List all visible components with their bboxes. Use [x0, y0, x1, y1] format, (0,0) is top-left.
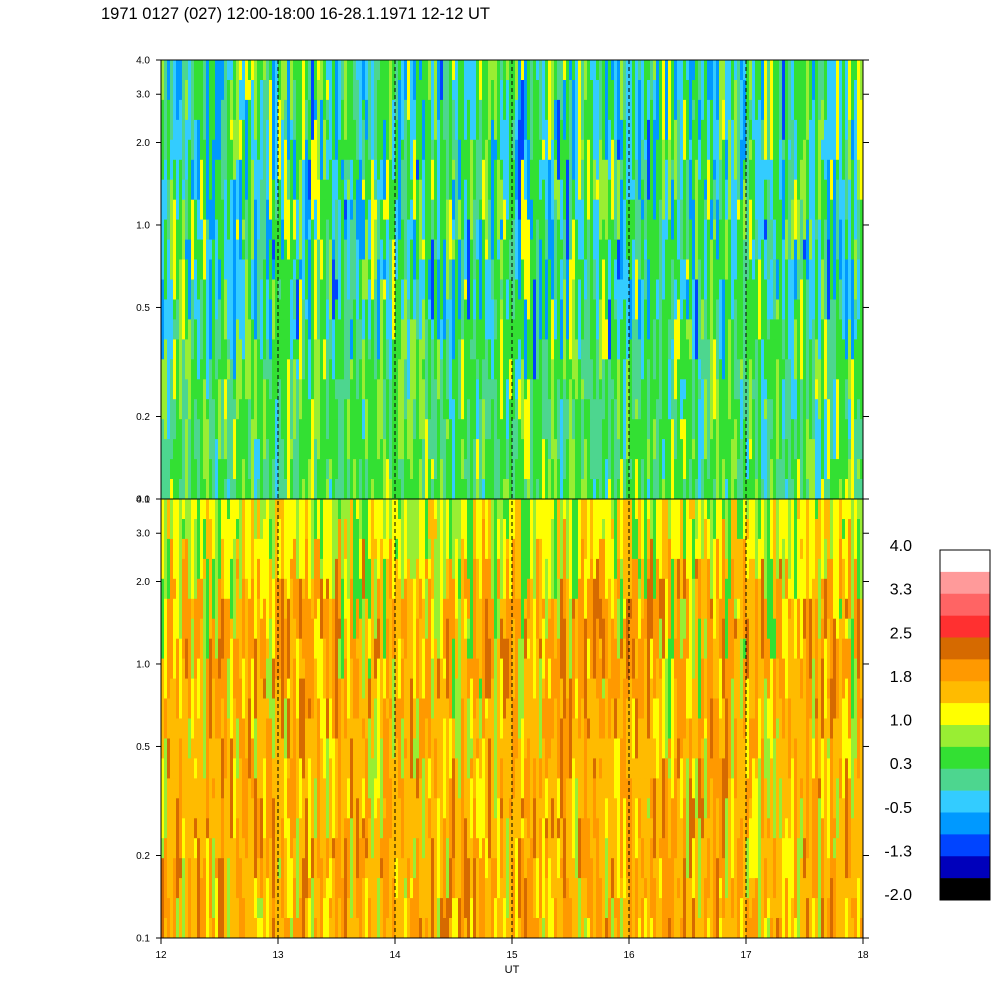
x-axis: 12 13 14 15 16 17 18 — [155, 938, 869, 961]
colorbar-label: 2.5 — [890, 625, 912, 642]
x-tick-label: 17 — [740, 950, 752, 961]
y-tick-label: 4.0 — [136, 495, 150, 506]
colorbar-label: 1.0 — [890, 713, 912, 730]
hour-marker-lines — [277, 60, 747, 938]
colorbar-label: 4.0 — [890, 538, 912, 555]
colorbar-swatch — [940, 571, 990, 595]
y-tick-label: 0.2 — [136, 851, 150, 862]
y-tick-label: 3.0 — [136, 529, 150, 540]
colorbar-swatch — [940, 812, 990, 835]
x-tick-label: 15 — [506, 950, 518, 961]
y-tick-label: 4.0 — [136, 56, 150, 67]
y-tick-label: 0.1 — [136, 934, 150, 945]
x-tick-label: 16 — [623, 950, 635, 961]
y-tick-label: 0.5 — [136, 303, 150, 314]
colorbar-swatch — [940, 834, 990, 857]
colorbar-label: 3.3 — [890, 582, 912, 599]
y-tick-label: 0.5 — [136, 742, 150, 753]
x-axis-label: UT — [505, 964, 520, 976]
colorbar-swatch — [940, 790, 990, 813]
chart-title: 1971 0127 (027) 12:00-18:00 16-28.1.1971… — [101, 5, 490, 23]
colorbar-swatch — [940, 878, 990, 901]
colorbar-swatch — [940, 856, 990, 879]
colorbar: 4.0 3.3 2.5 1.8 1.0 0.3 -0.5 -1.3 -2.0 — [884, 538, 991, 904]
y-tick-label: 1.0 — [136, 220, 150, 231]
colorbar-label: -0.5 — [884, 800, 912, 817]
colorbar-swatch — [940, 615, 990, 638]
y-tick-label: 2.0 — [136, 138, 150, 149]
y-tick-label: 1.0 — [136, 659, 150, 670]
colorbar-frame — [939, 549, 991, 901]
colorbar-swatch — [940, 746, 990, 770]
colorbar-swatch — [940, 681, 990, 704]
x-tick-label: 18 — [857, 950, 869, 961]
colorbar-label: 1.8 — [890, 669, 912, 686]
x-tick-label: 14 — [389, 950, 401, 961]
colorbar-label: -1.3 — [884, 843, 912, 860]
colorbar-swatch — [940, 768, 990, 791]
x-tick-label: 13 — [272, 950, 284, 961]
y-tick-label: 2.0 — [136, 577, 150, 588]
colorbar-swatch — [940, 703, 990, 726]
x-tick-label: 12 — [155, 950, 167, 961]
y-tick-label: 3.0 — [136, 90, 150, 101]
colorbar-swatch — [940, 725, 990, 748]
colorbar-label: 0.3 — [890, 756, 912, 773]
y-tick-label: 0.1 — [136, 495, 150, 506]
y-tick-label: 0.2 — [136, 412, 150, 423]
colorbar-swatch — [940, 659, 990, 682]
colorbar-swatch — [940, 637, 990, 660]
colorbar-label: -2.0 — [884, 887, 912, 904]
colorbar-swatch — [940, 593, 990, 616]
y-axes: 0.10.20.51.02.03.04.00.10.20.51.02.03.04… — [136, 56, 869, 945]
colorbar-swatch — [940, 550, 990, 573]
